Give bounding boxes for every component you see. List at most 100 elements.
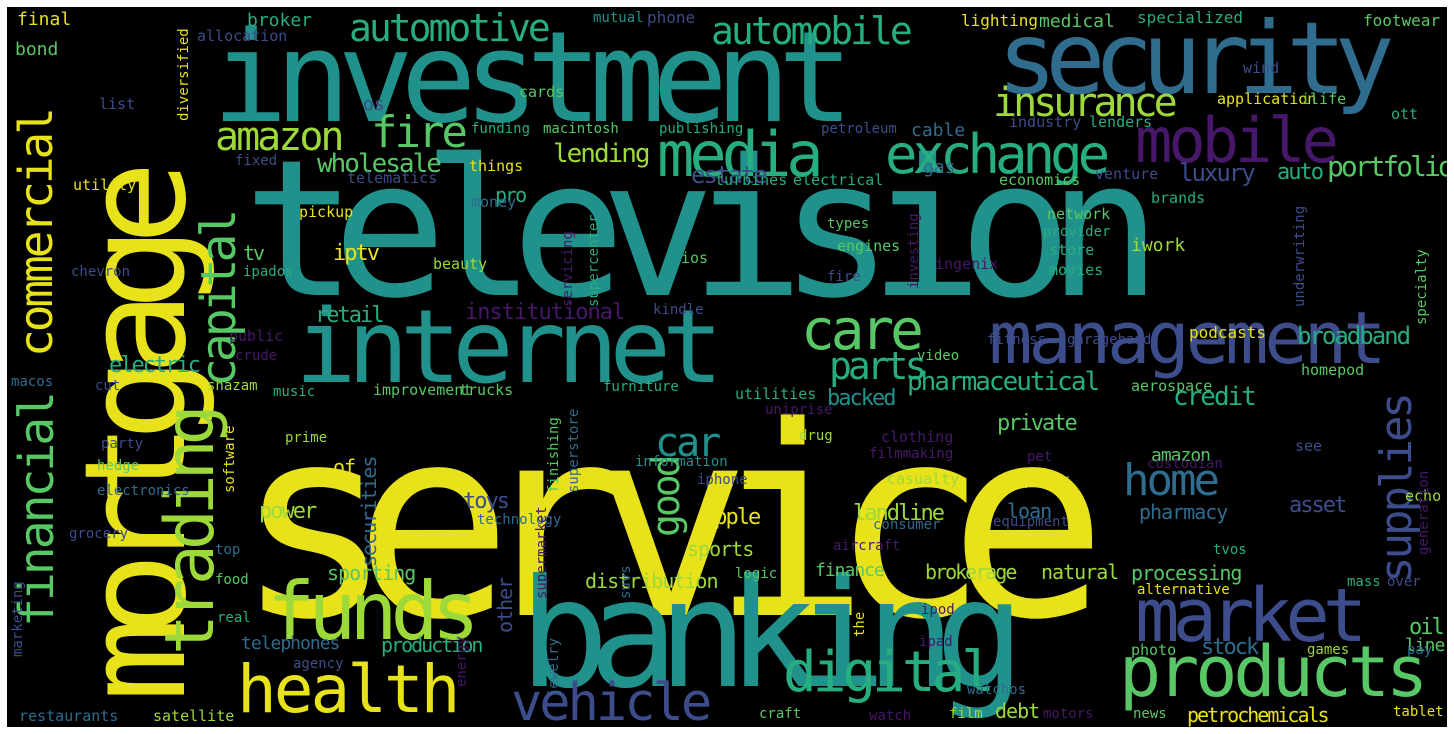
word: pharmacy — [1139, 500, 1228, 524]
word: tv — [243, 241, 265, 265]
word: kindle — [653, 302, 704, 318]
word: underwriting — [1292, 205, 1308, 307]
word: amazon — [1151, 445, 1211, 466]
word: os — [363, 94, 385, 115]
word: phone — [647, 8, 696, 27]
word: home — [1123, 455, 1220, 506]
word: suvs — [618, 565, 634, 599]
word: chevron — [71, 264, 131, 280]
word: ilife — [1301, 90, 1347, 108]
word: public — [229, 327, 284, 345]
word: party — [101, 436, 144, 452]
word: fire — [371, 107, 468, 158]
word: craft — [759, 706, 802, 722]
word: specialty — [1414, 249, 1430, 325]
word: supercenter — [586, 214, 602, 307]
word: iwork — [1131, 235, 1186, 256]
word: amazon — [215, 114, 344, 160]
word: motors — [1043, 706, 1094, 722]
word: telephones — [241, 633, 340, 654]
word: other — [493, 577, 517, 633]
word: internet — [295, 288, 723, 407]
word: ingenix — [935, 255, 999, 273]
word: supermarket — [534, 506, 550, 599]
word: movies — [1049, 261, 1104, 279]
word: list — [99, 95, 136, 113]
word-cloud: service television mortgage investment b… — [7, 7, 1447, 727]
word: apple — [703, 505, 761, 530]
word: engines — [837, 237, 901, 255]
word: private — [997, 411, 1078, 436]
word: store — [1049, 241, 1095, 259]
word: lending — [553, 139, 651, 169]
word: pro — [495, 183, 527, 207]
word: agency — [293, 656, 344, 672]
word: retail — [315, 303, 384, 328]
word: casualty — [887, 470, 960, 488]
word: money — [471, 193, 517, 211]
word: securities — [357, 456, 381, 567]
word: crude — [235, 348, 278, 364]
word: banking — [519, 548, 1025, 722]
word: photo — [1131, 641, 1177, 659]
word: technology — [477, 512, 562, 528]
word: investing — [906, 213, 922, 289]
word: mobile — [1135, 104, 1339, 177]
word: exchange — [885, 123, 1110, 186]
word: furniture — [603, 379, 679, 395]
word: information — [635, 454, 728, 470]
word: mutual — [593, 10, 644, 26]
word: credit — [1173, 382, 1257, 412]
word: electric — [109, 353, 201, 378]
word: luxury — [1179, 159, 1256, 187]
word: podcasts — [1189, 323, 1267, 342]
word: care — [801, 298, 924, 363]
word: jewelry — [546, 637, 562, 697]
word: restaurants — [19, 707, 119, 725]
word: power — [259, 499, 317, 524]
word: parts — [829, 344, 927, 388]
word: loan — [1007, 499, 1052, 523]
word: utility — [73, 176, 137, 194]
word: uniprise — [765, 402, 833, 418]
word: provider — [1043, 224, 1111, 240]
word: ipod — [921, 602, 955, 618]
word: of — [333, 455, 356, 479]
word: asset — [1289, 493, 1347, 518]
word: stock — [1201, 635, 1259, 660]
word: allocation — [197, 27, 288, 45]
word: lighting — [961, 11, 1039, 30]
word: media — [657, 118, 824, 191]
word: cards — [519, 83, 565, 101]
word: macos — [11, 374, 54, 390]
word: clothing — [881, 428, 954, 446]
word: software — [222, 425, 238, 493]
word: property — [997, 471, 1070, 489]
word: games — [1307, 642, 1350, 658]
word: turbines — [715, 171, 788, 189]
word: specialized — [1137, 8, 1243, 27]
word: fire — [827, 269, 861, 285]
word: prime — [285, 430, 328, 446]
word: watchos — [967, 682, 1027, 698]
word: sporting — [327, 561, 416, 585]
word: superstore — [566, 408, 582, 493]
word: music — [273, 384, 316, 400]
word: aircraft — [833, 538, 901, 554]
word: bond — [15, 39, 59, 60]
word: marketing — [10, 581, 26, 657]
word: pharmaceutical — [907, 367, 1100, 397]
word: brokerage — [925, 560, 1017, 584]
word: automobile — [711, 9, 913, 53]
word: food — [215, 572, 249, 588]
word: funds — [267, 565, 480, 658]
word: pay — [1407, 642, 1433, 658]
word: estate — [691, 161, 768, 189]
word: servicing — [560, 231, 576, 307]
word: products — [1119, 631, 1428, 713]
word: footwear — [1363, 11, 1441, 30]
word: cable — [911, 120, 966, 141]
word: garageband — [1067, 332, 1152, 348]
word: venture — [1095, 165, 1159, 183]
word: macintosh — [543, 121, 619, 137]
